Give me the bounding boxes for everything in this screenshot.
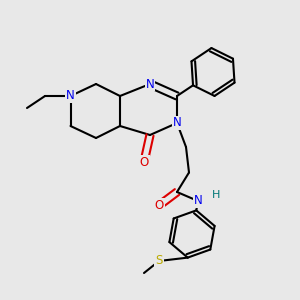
Text: O: O [154, 199, 164, 212]
Text: N: N [172, 116, 182, 130]
Text: N: N [194, 194, 202, 208]
Text: S: S [155, 254, 163, 268]
Text: O: O [140, 155, 148, 169]
Text: H: H [212, 190, 220, 200]
Text: N: N [66, 89, 75, 103]
Text: N: N [146, 77, 154, 91]
